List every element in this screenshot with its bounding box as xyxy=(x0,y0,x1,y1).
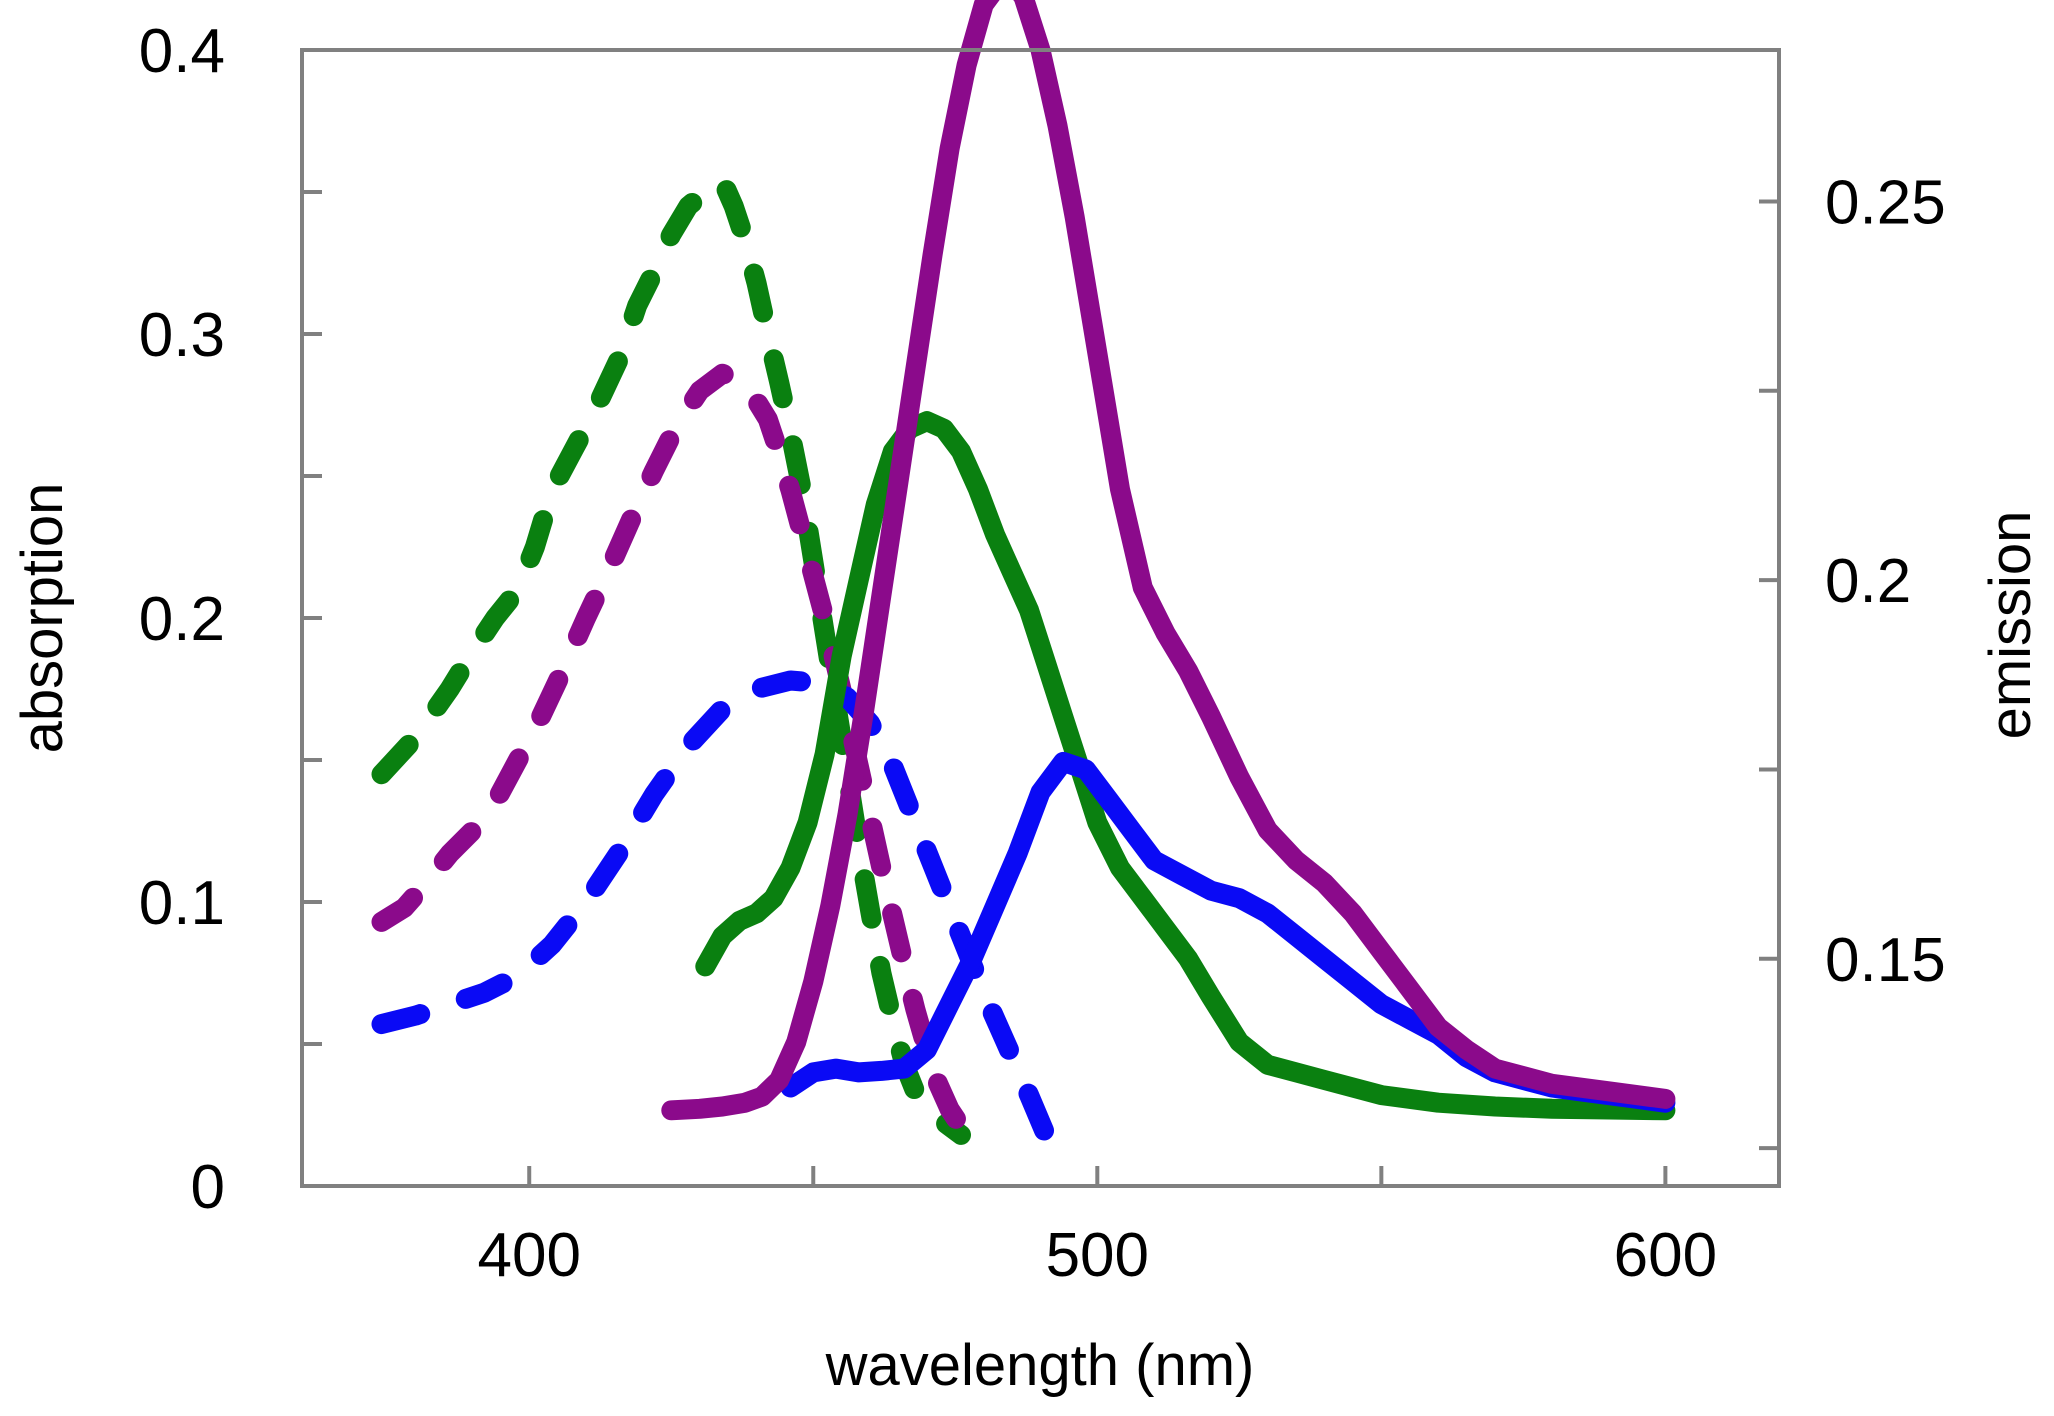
series-line-blue-emission xyxy=(780,751,1676,1113)
labels-layer: 400 500 600 0 0.1 0.2 0.3 0.4 0.15 0.2 0.25 xyxy=(139,17,1946,1290)
y-left-tick-label: 0.3 xyxy=(139,301,225,370)
y-left-tick-label: 0.2 xyxy=(139,585,225,654)
x-axis-label: wavelength (nm) xyxy=(825,1333,1255,1398)
series-line-purple-emission xyxy=(661,0,1676,1121)
y-right-tick-label: 0.15 xyxy=(1825,926,1946,995)
series-layer xyxy=(371,0,1676,1160)
series-line-green-absorption xyxy=(371,170,971,1145)
y-left-tick-label: 0.1 xyxy=(139,869,225,938)
series-line-blue-absorption xyxy=(371,670,1062,1160)
y-left-tick-label: 0.4 xyxy=(139,17,225,86)
ticks-layer xyxy=(302,190,1779,1186)
series-line-green-emission xyxy=(695,411,1676,1121)
x-tick-label: 400 xyxy=(478,1221,581,1290)
y-left-tick-label: 0 xyxy=(191,1153,225,1222)
x-tick-label: 500 xyxy=(1046,1221,1149,1290)
x-tick-label: 600 xyxy=(1614,1221,1717,1290)
y-left-axis-label: absorption xyxy=(10,483,75,754)
y-right-axis-label: emission xyxy=(1978,511,2043,740)
series-line-purple-absorption xyxy=(371,363,983,1151)
y-right-tick-label: 0.2 xyxy=(1825,547,1911,616)
y-right-tick-label: 0.25 xyxy=(1825,168,1946,237)
